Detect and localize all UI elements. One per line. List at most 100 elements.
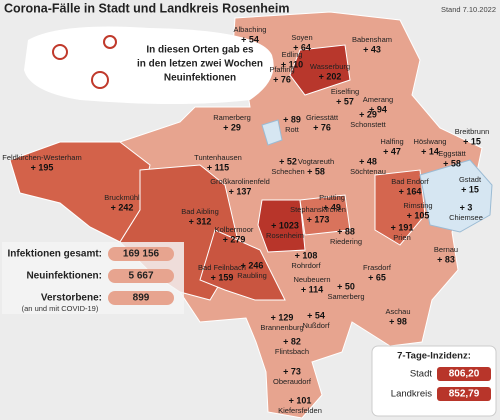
place-name: Neubeuern	[293, 275, 330, 284]
incidence-value: 806,20	[449, 369, 480, 380]
place-value: + 159	[211, 272, 234, 282]
callout-text: In diesen Orten gab es in den letzen zwei…	[137, 45, 263, 84]
place-name: Höslwang	[414, 137, 447, 146]
virus-icons	[52, 35, 117, 89]
incidence-box	[437, 367, 491, 381]
place-value: + 279	[223, 234, 246, 244]
place-name: Aschau	[385, 307, 410, 316]
place-value: + 115	[207, 162, 229, 172]
place-value: + 76	[313, 122, 331, 132]
place-name: Kiefersfelden	[278, 406, 322, 415]
stat-label: Infektionen gesamt:	[8, 249, 102, 260]
place-value: + 246	[241, 260, 264, 270]
place-name: Bernau	[434, 245, 458, 254]
place-name: Eiselfing	[331, 87, 359, 96]
place-value: + 65	[368, 272, 386, 282]
region-wasserburg	[289, 44, 351, 96]
region-endorf-prien	[374, 169, 426, 246]
callout-line: In diesen Orten gab es	[146, 45, 254, 56]
place-value: + 1023	[271, 220, 299, 230]
place-name: Griesstätt	[306, 113, 339, 122]
place-name: Chiemsee	[449, 213, 483, 222]
place-name: Eggstätt	[438, 149, 466, 158]
region-west	[9, 141, 151, 243]
place-name: Vogtareuth	[298, 157, 334, 166]
place-name: Samerberg	[327, 292, 364, 301]
place-value: + 58	[443, 158, 461, 168]
place-name: Rott	[285, 125, 300, 134]
stats: Infektionen gesamt: 169 156 Neuinfektionen…	[8, 247, 174, 313]
stat-box	[108, 247, 174, 261]
incidence-title: 7-Tage-Inzidenz:	[397, 351, 471, 362]
place-name: Amerang	[363, 95, 393, 104]
place-value: + 108	[295, 250, 318, 260]
place-value: + 58	[307, 166, 325, 176]
place-name: Prien	[393, 233, 411, 242]
place-name: Feldkirchen-Westerham	[2, 153, 81, 162]
place-value: + 137	[229, 186, 252, 196]
place-value: + 110	[281, 59, 303, 69]
place-value: + 129	[271, 312, 294, 322]
place-value: + 15	[461, 184, 479, 194]
place-value: + 43	[363, 44, 381, 54]
region-raubling	[199, 229, 286, 301]
place-value: + 14	[421, 146, 439, 156]
place-value: + 29	[223, 122, 241, 132]
place-value: + 195	[31, 162, 54, 172]
place-name: Halfing	[380, 137, 403, 146]
place-name: Rosenheim	[266, 231, 304, 240]
callout-bubble	[24, 26, 274, 104]
place-value: + 3	[460, 202, 473, 212]
region-rosenheim	[257, 199, 306, 253]
place-name: Tuntenhausen	[194, 153, 242, 162]
place-name: Breitbrunn	[455, 127, 490, 136]
place-name: Riedering	[330, 237, 362, 246]
place-name: Nußdorf	[302, 321, 330, 330]
stat-note: (an und mit COVID-19)	[22, 304, 99, 313]
place-value: + 54	[241, 34, 259, 44]
place-value: + 242	[111, 202, 134, 212]
stat-label: Neuinfektionen:	[26, 271, 102, 282]
place-value: + 164	[399, 186, 422, 196]
place-value: + 173	[307, 214, 330, 224]
place-name: Söchtenau	[350, 167, 386, 176]
place-value: + 50	[337, 281, 355, 291]
place-name: Großkarolinenfeld	[210, 177, 270, 186]
stat-label: Verstorbene:	[41, 293, 102, 304]
region-stephanskirchen	[299, 194, 351, 236]
place-value: + 76	[273, 74, 291, 84]
place-name: Edling	[282, 50, 303, 59]
date: Stand 7.10.2022	[441, 5, 496, 14]
place-value: + 114	[301, 284, 323, 294]
place-value: + 47	[383, 146, 401, 156]
place-value: + 57	[336, 96, 354, 106]
place-name: Bad Aibling	[181, 207, 219, 216]
place-value: + 29	[359, 109, 377, 119]
incidence-value: 852,79	[449, 389, 480, 400]
stat-value: 899	[133, 293, 150, 304]
place-name: Oberaudorf	[273, 377, 312, 386]
stat-value: 169 156	[123, 249, 160, 260]
place-name: Pfaffing	[269, 65, 294, 74]
stat-value: 5 667	[128, 271, 153, 282]
place-name: Frasdorf	[363, 263, 392, 272]
place-value: + 48	[359, 156, 377, 166]
place-name: Soyen	[291, 33, 312, 42]
place-value: + 88	[337, 226, 355, 236]
place-value: + 101	[289, 395, 312, 405]
place-value: + 98	[389, 316, 407, 326]
stat-box	[108, 269, 174, 283]
place-name: Schechen	[271, 167, 304, 176]
incidence-rows: Stadt 806,20 Landkreis 852,79	[391, 367, 491, 401]
incidence-label: Stadt	[410, 369, 433, 380]
place-value: + 312	[189, 216, 212, 226]
place-value: + 89	[283, 114, 301, 124]
place-name: Albaching	[234, 25, 267, 34]
stat-box	[108, 291, 174, 305]
place-value: + 64	[293, 42, 311, 52]
place-name: Wasserburg	[310, 62, 350, 71]
place-name: Rohrdorf	[291, 261, 321, 270]
place-value: + 15	[463, 136, 481, 146]
place-name: Raubling	[237, 271, 267, 280]
